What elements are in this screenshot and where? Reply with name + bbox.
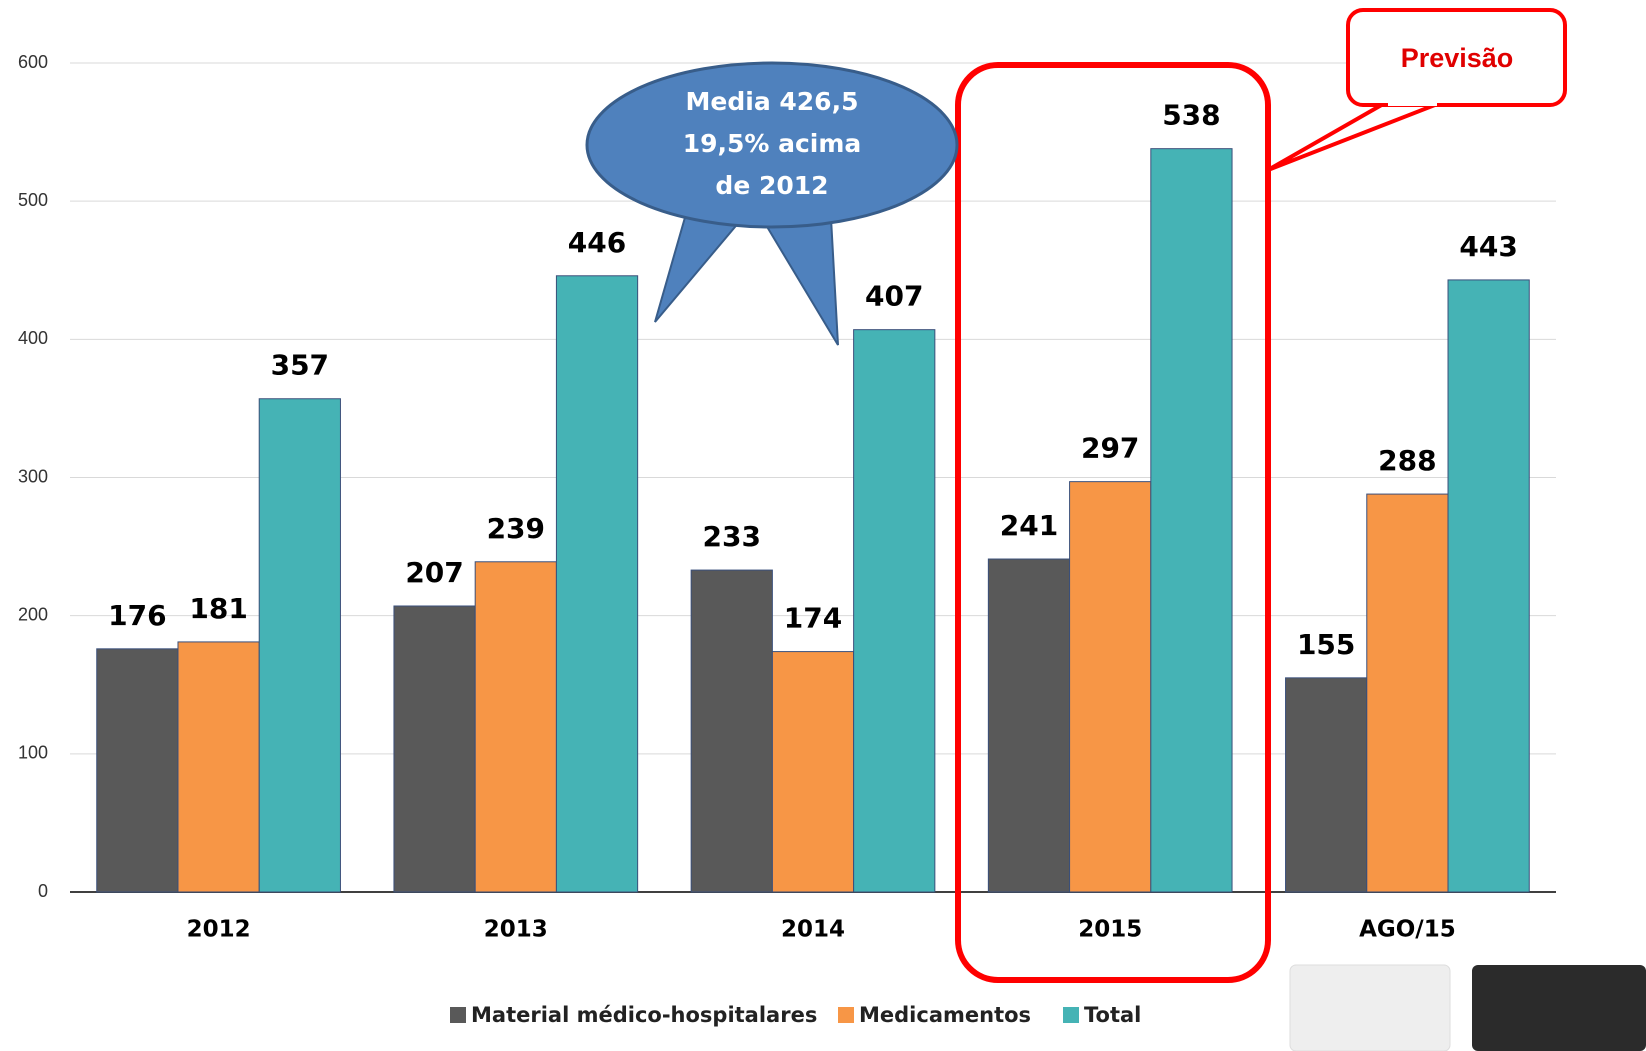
bar [853, 329, 936, 893]
bar [1285, 677, 1368, 893]
legend-swatch [838, 1007, 854, 1023]
bar [771, 651, 855, 893]
bar [987, 558, 1071, 893]
bar [1069, 481, 1152, 893]
y-tick-label: 500 [18, 190, 48, 210]
value-label: 241 [1000, 509, 1058, 542]
value-label: 233 [703, 520, 761, 553]
value-label: 538 [1162, 99, 1220, 132]
value-label: 239 [487, 512, 545, 545]
bar [393, 605, 476, 893]
highlight-box [1346, 8, 1567, 107]
value-label: 207 [405, 556, 463, 589]
callout-text: de 2012 [715, 171, 828, 200]
y-tick-label: 400 [18, 328, 48, 348]
bar [690, 569, 773, 893]
thumbnail [1289, 964, 1451, 1051]
value-label: 288 [1378, 444, 1436, 477]
bar [1447, 279, 1530, 893]
tail-cover [1388, 100, 1437, 106]
value-label: 181 [189, 592, 247, 625]
y-tick-label: 200 [18, 604, 48, 624]
bar [555, 275, 639, 893]
legend-label: Material médico-hospitalares [471, 1003, 817, 1027]
x-tick-label: AGO/15 [1359, 917, 1456, 943]
bar [474, 561, 557, 893]
y-tick-label: 0 [38, 881, 48, 901]
legend-swatch [450, 1007, 466, 1023]
value-label: 407 [865, 280, 923, 313]
callout-text: 19,5% acima [683, 129, 862, 158]
value-label: 155 [1297, 628, 1355, 661]
value-label: 297 [1081, 432, 1139, 465]
thumbnail [1472, 965, 1646, 1051]
x-tick-label: 2014 [781, 917, 845, 943]
value-label: 357 [271, 349, 329, 382]
bar [258, 398, 341, 893]
bar [96, 648, 179, 893]
value-label: 176 [108, 599, 166, 632]
bar [1150, 148, 1233, 893]
legend-label: Total [1084, 1003, 1141, 1027]
y-tick-label: 300 [18, 466, 48, 486]
y-tick-label: 100 [18, 743, 48, 763]
callout [585, 61, 959, 229]
callout-text: Media 426,5 [686, 87, 859, 116]
legend-swatch [1063, 1007, 1079, 1023]
x-tick-label: 2012 [187, 917, 251, 943]
legend-label: Medicamentos [859, 1003, 1031, 1027]
value-label: 443 [1459, 230, 1517, 263]
value-label: 174 [784, 602, 842, 635]
bar [177, 641, 260, 893]
callout-tail [1267, 101, 1441, 172]
value-label: 446 [568, 226, 626, 259]
bar [1366, 493, 1449, 893]
highlight-label: Previsão [1401, 43, 1514, 73]
x-tick-label: 2015 [1078, 917, 1142, 943]
y-tick-label: 600 [18, 52, 48, 72]
x-tick-label: 2013 [484, 917, 548, 943]
highlight-frame [955, 62, 1271, 983]
